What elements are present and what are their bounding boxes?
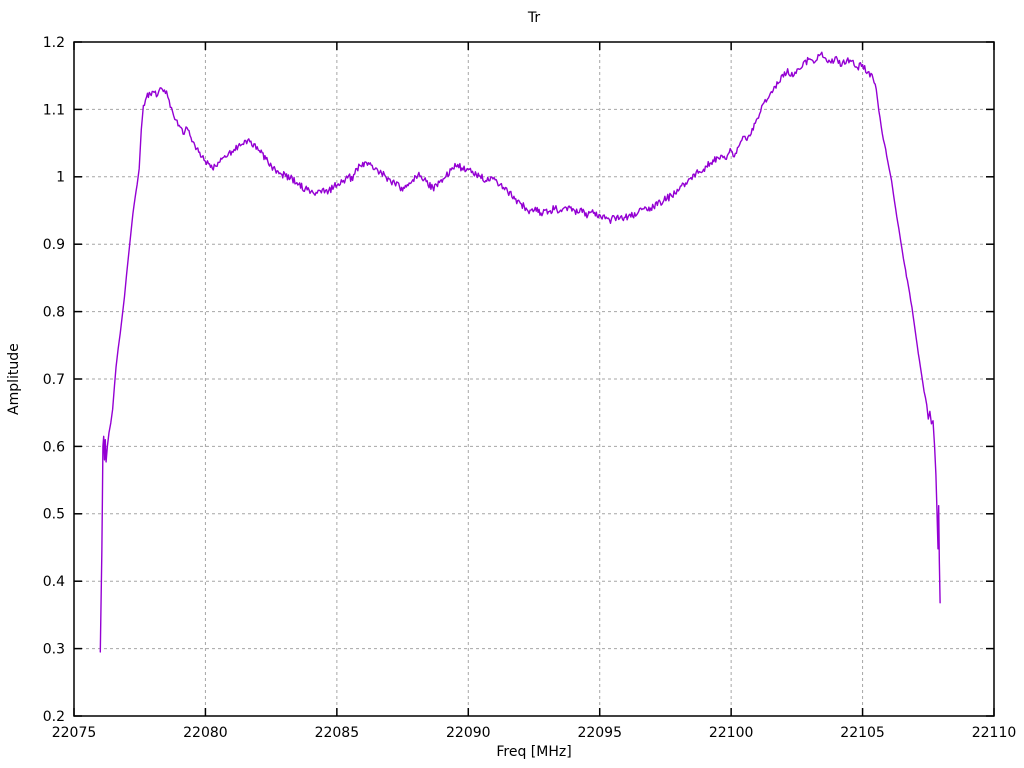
y-tick-label: 1 <box>56 170 65 186</box>
y-tick-label: 0.3 <box>43 642 65 658</box>
y-tick-label: 0.9 <box>43 237 65 253</box>
x-tick-label: 22105 <box>840 725 885 741</box>
x-tick-label: 22110 <box>972 725 1017 741</box>
x-tick-label: 22100 <box>709 725 754 741</box>
y-axis-label: Amplitude <box>6 343 22 415</box>
trace-tr <box>99 51 941 653</box>
chart-title: Tr <box>527 10 541 26</box>
y-tick-label: 1.2 <box>43 35 65 51</box>
y-tick-label: 0.2 <box>43 709 65 725</box>
x-axis-label: Freq [MHz] <box>496 744 572 760</box>
x-tick-label: 22085 <box>315 725 360 741</box>
tick-marks <box>73 41 995 717</box>
y-tick-label: 0.6 <box>43 439 65 455</box>
x-tick-label: 22075 <box>52 725 97 741</box>
y-tick-label: 0.7 <box>43 372 65 388</box>
gridlines <box>74 42 994 716</box>
y-tick-label: 0.5 <box>43 507 65 523</box>
y-tick-label: 0.4 <box>43 574 65 590</box>
x-tick-label: 22095 <box>577 725 622 741</box>
y-tick-label: 1.1 <box>43 102 65 118</box>
x-tick-label: 22090 <box>446 725 491 741</box>
x-tick-label: 22080 <box>183 725 228 741</box>
y-tick-label: 0.8 <box>43 305 65 321</box>
